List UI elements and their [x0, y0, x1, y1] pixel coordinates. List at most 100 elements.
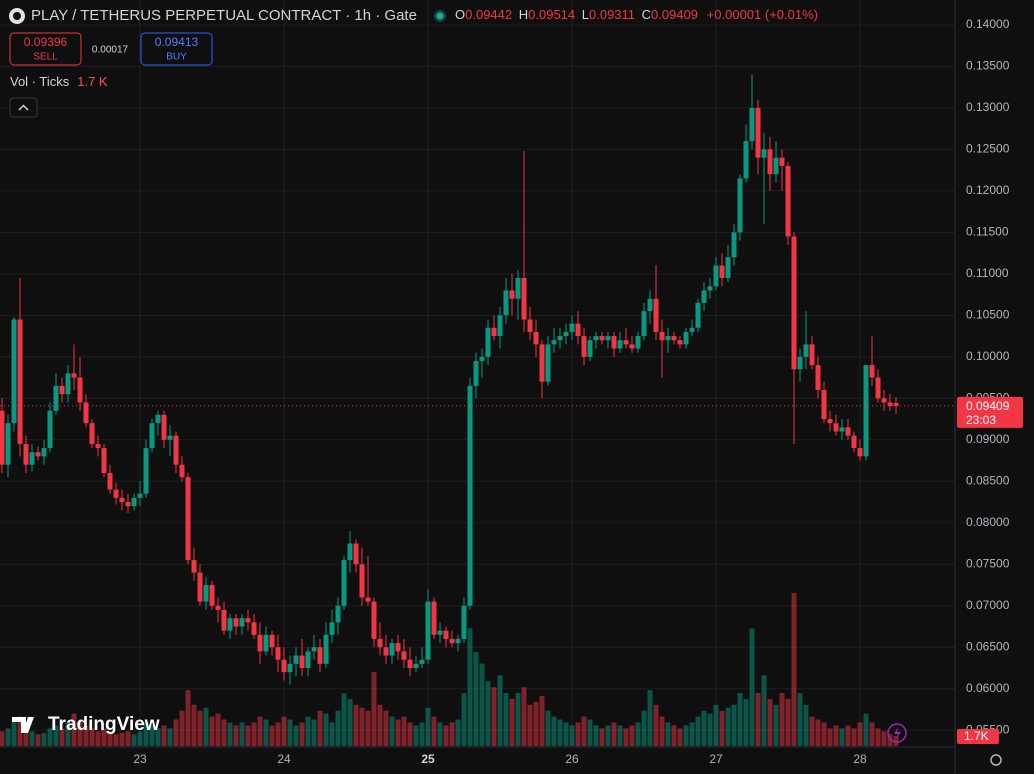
candle-body [425, 601, 431, 660]
volume-bar [35, 734, 41, 746]
candle-body [623, 340, 629, 345]
candle-body [761, 149, 767, 158]
logo-dot [27, 717, 33, 723]
volume-bar [731, 704, 737, 746]
volume-bar [335, 710, 341, 746]
volume-bar [167, 728, 173, 746]
volume-bar [317, 710, 323, 746]
buy-label: BUY [166, 52, 187, 63]
x-tick-label: 25 [421, 752, 435, 766]
y-tick-label: 0.06500 [966, 639, 1010, 653]
candle-body [785, 165, 791, 237]
collapse-icon [18, 104, 29, 111]
volume-bar [611, 722, 617, 746]
candle-body [41, 448, 47, 457]
volume-bar [695, 716, 701, 746]
candle-body [473, 360, 479, 386]
candle-body [515, 277, 521, 299]
candle-body [95, 443, 101, 449]
volume-bar [311, 719, 317, 746]
buy-button[interactable] [140, 32, 213, 66]
volume-bar [389, 716, 395, 746]
volume-bar [467, 628, 473, 746]
volume-bar [563, 722, 569, 746]
candle-body [233, 618, 239, 627]
volume-legend: Vol · Ticks 1.7 K [10, 74, 108, 89]
volume-bar [821, 722, 827, 746]
alerts-icon[interactable] [887, 723, 907, 743]
candle-body [827, 419, 833, 424]
candle-body [137, 493, 143, 498]
candle-body [713, 265, 719, 287]
settings-icon[interactable] [990, 754, 1002, 766]
candle-body [437, 630, 443, 635]
volume-bar [353, 704, 359, 746]
symbol-icon-inner [13, 12, 21, 20]
candle-body [533, 331, 539, 345]
candle-body [371, 601, 377, 639]
volume-bar [251, 722, 257, 746]
sell-button[interactable] [9, 32, 82, 66]
volume-bar [689, 722, 695, 746]
volume-bar [143, 722, 149, 746]
candle-body [599, 336, 605, 341]
o-value: 0.09442 [465, 7, 512, 22]
volume-bar [299, 722, 305, 746]
y-tick-label: 0.11500 [966, 225, 1009, 239]
candle-body [155, 414, 161, 424]
volume-bar [245, 725, 251, 746]
volume-bar [71, 713, 77, 746]
candle-body [833, 423, 839, 432]
status-dot [436, 12, 444, 20]
volume-bar [665, 722, 671, 746]
logo-text[interactable]: TradingView [48, 714, 160, 735]
volume-bar [413, 725, 419, 746]
volume-bar [269, 725, 275, 746]
y-tick-label: 0.06000 [966, 681, 1010, 695]
volume-bar [173, 719, 179, 746]
candle-body [431, 601, 437, 635]
volume-bar [227, 722, 233, 746]
candle-body [689, 327, 695, 332]
candle-body [311, 647, 317, 652]
volume-bar [575, 722, 581, 746]
volume-bar [767, 698, 773, 746]
volume-bar [647, 690, 653, 746]
candle-body [845, 427, 851, 436]
candle-body [755, 107, 761, 158]
volume-bar [737, 693, 743, 746]
volume-bar [341, 693, 347, 746]
volume-bar [281, 716, 287, 746]
candle-body [221, 609, 227, 631]
volume-bar [5, 728, 11, 746]
collapse-button[interactable] [9, 97, 38, 118]
y-tick-label: 0.09000 [966, 432, 1010, 446]
volume-bar [509, 698, 515, 746]
y-tick-label: 0.10000 [966, 349, 1010, 363]
candle-body [659, 331, 665, 341]
candle-body [605, 336, 611, 341]
candle-body [407, 659, 413, 668]
candle-body [413, 663, 419, 668]
change: +0.00001 (+0.01%) [707, 7, 818, 22]
volume-bar [137, 731, 143, 746]
chart-title[interactable]: PLAY / TETHERUS PERPETUAL CONTRACT · 1h … [31, 7, 417, 24]
volume-bar [191, 704, 197, 746]
volume-bar [371, 671, 377, 746]
volume-bar [623, 728, 629, 746]
volume-bar [893, 735, 899, 746]
candle-body [227, 618, 233, 631]
volume-bar [59, 728, 65, 746]
volume-bar [599, 728, 605, 746]
candle-body [35, 452, 41, 457]
volume-bar [425, 707, 431, 746]
volume-bar [701, 710, 707, 746]
volume-bar [203, 707, 209, 746]
candle-body [209, 585, 215, 606]
sell-price: 0.09396 [24, 35, 68, 49]
volume-bar [377, 704, 383, 746]
volume-bar [263, 719, 269, 746]
y-tick-label: 0.07500 [966, 556, 1010, 570]
candle-body [629, 344, 635, 349]
